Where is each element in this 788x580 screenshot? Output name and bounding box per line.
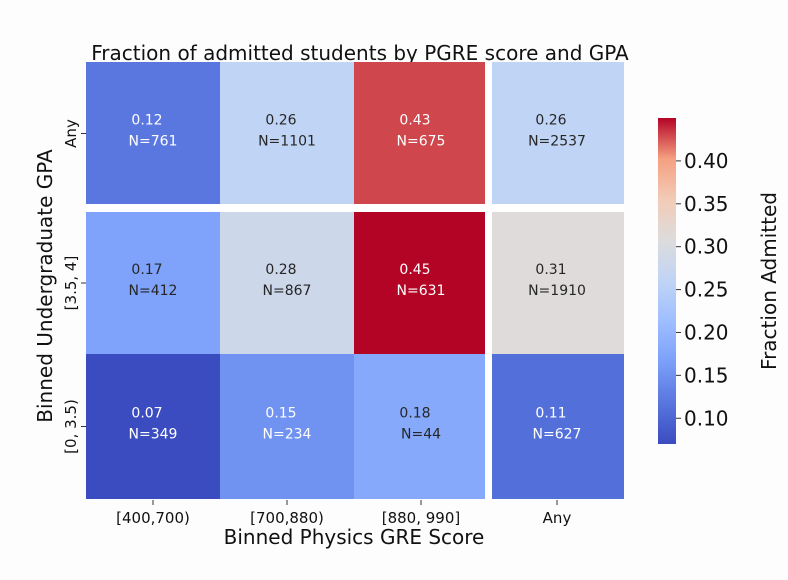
heatmap-cell bbox=[86, 212, 220, 354]
x-axis-label: Binned Physics GRE Score bbox=[224, 525, 485, 549]
cell-value-label: 0.11 bbox=[535, 406, 566, 422]
colorbar-tick-label: 0.40 bbox=[684, 149, 729, 173]
cell-value-label: 0.07 bbox=[131, 406, 162, 422]
colorbar-tick-label: 0.20 bbox=[684, 320, 729, 344]
heatmap-cell bbox=[490, 354, 624, 499]
x-tick-label: [880, 990] bbox=[382, 509, 461, 527]
cell-count-label: N=867 bbox=[263, 283, 312, 299]
heatmap-cell bbox=[354, 354, 488, 499]
cell-value-label: 0.26 bbox=[535, 113, 566, 129]
colorbar bbox=[658, 118, 676, 444]
cell-count-label: N=2537 bbox=[528, 134, 586, 150]
cell-value-label: 0.43 bbox=[399, 113, 430, 129]
y-tick-label: [3.5, 4] bbox=[62, 256, 80, 311]
cell-count-label: N=412 bbox=[129, 283, 178, 299]
cell-count-label: N=631 bbox=[397, 283, 446, 299]
colorbar-tick-label: 0.35 bbox=[684, 192, 729, 216]
colorbar-tick-label: 0.25 bbox=[684, 278, 729, 302]
x-tick-label: [700,880) bbox=[250, 509, 324, 527]
cell-count-label: N=1101 bbox=[258, 134, 316, 150]
cell-count-label: N=234 bbox=[263, 427, 312, 443]
cell-value-label: 0.15 bbox=[265, 406, 296, 422]
x-tick-label: [400,700) bbox=[116, 509, 190, 527]
x-tick-label: Any bbox=[543, 509, 572, 527]
colorbar-tick-label: 0.10 bbox=[684, 406, 729, 430]
cell-value-label: 0.31 bbox=[535, 262, 566, 278]
heatmap-cell bbox=[220, 354, 354, 499]
cell-count-label: N=675 bbox=[397, 134, 446, 150]
heatmap-cell bbox=[220, 62, 354, 205]
cell-value-label: 0.45 bbox=[399, 262, 430, 278]
heatmap-cell bbox=[490, 62, 624, 205]
colorbar-tick-label: 0.15 bbox=[684, 363, 729, 387]
cell-value-label: 0.28 bbox=[265, 262, 296, 278]
colorbar-label: Fraction Admitted bbox=[757, 192, 781, 370]
y-tick-label: Any bbox=[62, 119, 80, 148]
separator-vertical bbox=[485, 62, 492, 500]
y-axis-label: Binned Undergraduate GPA bbox=[33, 149, 57, 423]
chart-title: Fraction of admitted students by PGRE sc… bbox=[91, 41, 629, 65]
cell-count-label: N=44 bbox=[401, 427, 441, 443]
separator-horizontal bbox=[86, 204, 624, 212]
heatmap-cell bbox=[490, 212, 624, 354]
cell-count-label: N=761 bbox=[129, 134, 178, 150]
heatmap-cell bbox=[354, 62, 488, 205]
cell-count-label: N=627 bbox=[533, 427, 582, 443]
cell-value-label: 0.18 bbox=[399, 406, 430, 422]
heatmap-cell bbox=[220, 212, 354, 354]
cell-value-label: 0.17 bbox=[131, 262, 162, 278]
colorbar-tick-label: 0.30 bbox=[684, 235, 729, 259]
cell-count-label: N=349 bbox=[129, 427, 178, 443]
cell-value-label: 0.26 bbox=[265, 113, 296, 129]
cell-count-label: N=1910 bbox=[528, 283, 586, 299]
heatmap-cell bbox=[354, 212, 488, 354]
y-tick-label: [0, 3.5) bbox=[62, 399, 80, 454]
cell-value-label: 0.12 bbox=[131, 113, 162, 129]
heatmap-cell bbox=[86, 62, 220, 205]
heatmap-cell bbox=[86, 354, 220, 499]
